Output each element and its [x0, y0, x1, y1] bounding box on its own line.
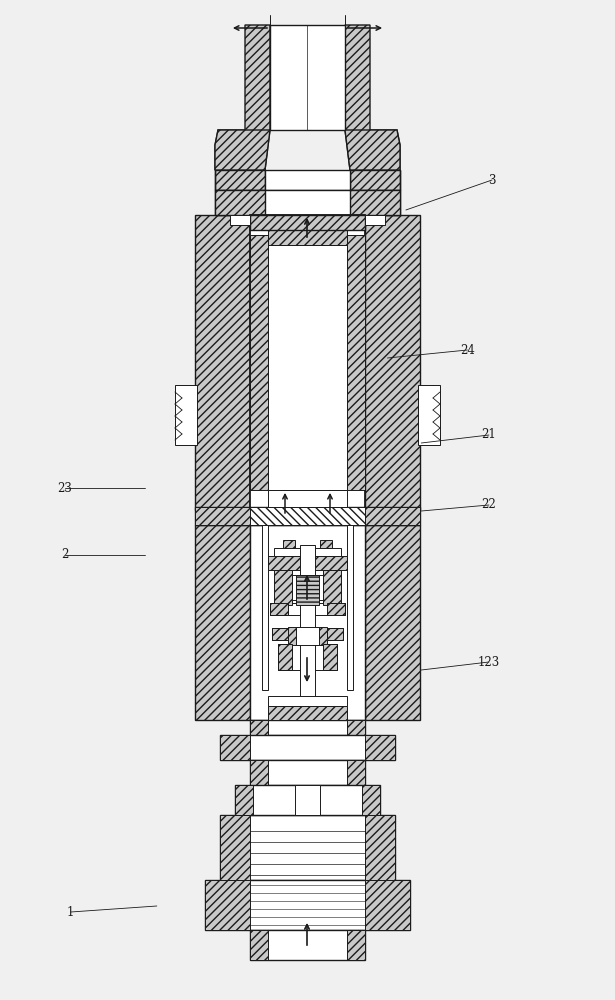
- Bar: [250, 525, 365, 720]
- Bar: [250, 930, 268, 960]
- Bar: [362, 785, 380, 815]
- Text: 2: 2: [61, 548, 68, 562]
- Polygon shape: [215, 25, 270, 170]
- Bar: [195, 507, 420, 525]
- Bar: [220, 735, 250, 760]
- Bar: [215, 170, 265, 190]
- Bar: [268, 227, 347, 245]
- Bar: [195, 525, 250, 720]
- Bar: [250, 760, 268, 785]
- Bar: [300, 545, 315, 720]
- Text: 22: 22: [482, 498, 496, 512]
- Bar: [288, 627, 327, 645]
- Bar: [365, 525, 420, 720]
- Bar: [235, 785, 253, 815]
- Bar: [365, 215, 385, 225]
- Bar: [195, 507, 250, 525]
- Bar: [347, 720, 365, 735]
- Bar: [295, 785, 320, 815]
- Bar: [274, 570, 292, 605]
- Bar: [365, 735, 395, 760]
- Bar: [262, 525, 268, 690]
- Bar: [272, 628, 288, 640]
- Text: 123: 123: [478, 656, 500, 668]
- Bar: [347, 930, 365, 960]
- Text: 24: 24: [460, 344, 475, 357]
- Bar: [350, 170, 400, 190]
- Polygon shape: [250, 507, 365, 525]
- Polygon shape: [345, 130, 400, 170]
- Text: 21: 21: [482, 428, 496, 442]
- Bar: [323, 570, 341, 605]
- Bar: [268, 490, 347, 507]
- Bar: [270, 603, 345, 615]
- Bar: [296, 627, 319, 645]
- Bar: [268, 556, 347, 570]
- Bar: [250, 760, 365, 785]
- Bar: [235, 785, 380, 815]
- Bar: [230, 215, 250, 225]
- Bar: [250, 720, 268, 735]
- Bar: [365, 507, 420, 525]
- Bar: [365, 815, 395, 880]
- Bar: [323, 644, 337, 670]
- Polygon shape: [215, 130, 270, 170]
- Bar: [347, 760, 365, 785]
- Bar: [205, 880, 250, 930]
- Bar: [268, 245, 347, 490]
- Bar: [250, 720, 365, 735]
- Bar: [265, 170, 350, 190]
- Bar: [175, 385, 197, 445]
- Bar: [320, 540, 332, 548]
- Bar: [250, 215, 365, 510]
- Bar: [347, 235, 365, 490]
- Bar: [365, 880, 410, 930]
- Bar: [270, 603, 288, 615]
- Bar: [268, 706, 347, 720]
- Bar: [292, 575, 323, 600]
- Polygon shape: [345, 25, 400, 170]
- Bar: [215, 190, 265, 215]
- Bar: [327, 628, 343, 640]
- Bar: [350, 190, 400, 215]
- Bar: [268, 696, 347, 706]
- Bar: [418, 385, 440, 445]
- Bar: [250, 930, 365, 960]
- Bar: [278, 644, 292, 670]
- Text: 1: 1: [67, 906, 74, 918]
- Text: 23: 23: [57, 482, 72, 494]
- Bar: [296, 575, 319, 605]
- Bar: [270, 25, 345, 130]
- Bar: [278, 644, 337, 670]
- Bar: [220, 815, 395, 880]
- Bar: [347, 525, 353, 690]
- Bar: [195, 215, 250, 510]
- Bar: [215, 190, 400, 215]
- Bar: [274, 548, 341, 556]
- Bar: [250, 215, 365, 230]
- Bar: [205, 880, 410, 930]
- Bar: [250, 235, 268, 490]
- Text: 3: 3: [488, 174, 496, 186]
- Bar: [365, 215, 420, 510]
- Bar: [220, 735, 395, 760]
- Bar: [272, 628, 343, 640]
- Bar: [327, 603, 345, 615]
- Bar: [220, 815, 250, 880]
- Bar: [283, 540, 295, 548]
